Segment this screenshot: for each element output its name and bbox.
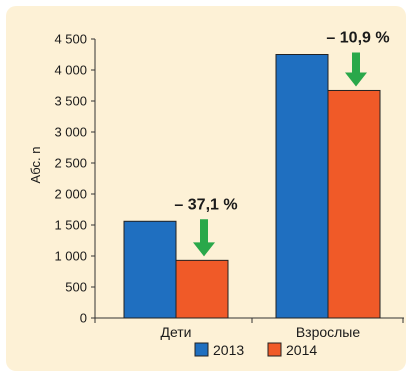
y-tick-label: 4 000 — [54, 63, 87, 78]
y-tick-label: 1 000 — [54, 249, 87, 264]
legend-swatch-2014 — [267, 342, 282, 357]
y-tick-label: 500 — [65, 280, 87, 295]
y-tick-label: 2 000 — [54, 187, 87, 202]
bar-2013-vzroslye — [275, 54, 329, 319]
legend: 2013 2014 — [194, 342, 317, 358]
x-tick-label: Взрослые — [296, 324, 361, 340]
down-arrow-icon — [193, 219, 215, 257]
y-tick-label: 1 500 — [54, 218, 87, 233]
change-annotations: – 37,1 % – 10,9 % — [174, 30, 390, 257]
legend-label-2014: 2014 — [286, 342, 317, 358]
down-arrow-icon — [345, 52, 367, 87]
y-tick-label: 2 500 — [54, 156, 87, 171]
y-tick-label: 3 000 — [54, 125, 87, 140]
y-axis-label: Абс. n — [28, 147, 43, 184]
percent-change-label: – 10,9 % — [326, 30, 389, 47]
bars — [123, 54, 381, 319]
y-tick-label: 3 500 — [54, 94, 87, 109]
bar-2014-vzroslye — [327, 89, 381, 319]
x-tick-label: Дети — [160, 324, 191, 340]
bar-2013-deti — [123, 220, 177, 319]
axes: 0 500 1 000 1 500 2 000 2 500 3 000 3 500 4 000 4… — [54, 32, 404, 340]
bar-2014-deti — [175, 259, 229, 319]
legend-swatch-2013 — [194, 342, 209, 357]
y-tick-label: 0 — [80, 311, 87, 326]
percent-change-label: – 37,1 % — [174, 196, 237, 213]
legend-label-2013: 2013 — [213, 342, 244, 358]
y-tick-label: 4 500 — [54, 32, 87, 47]
